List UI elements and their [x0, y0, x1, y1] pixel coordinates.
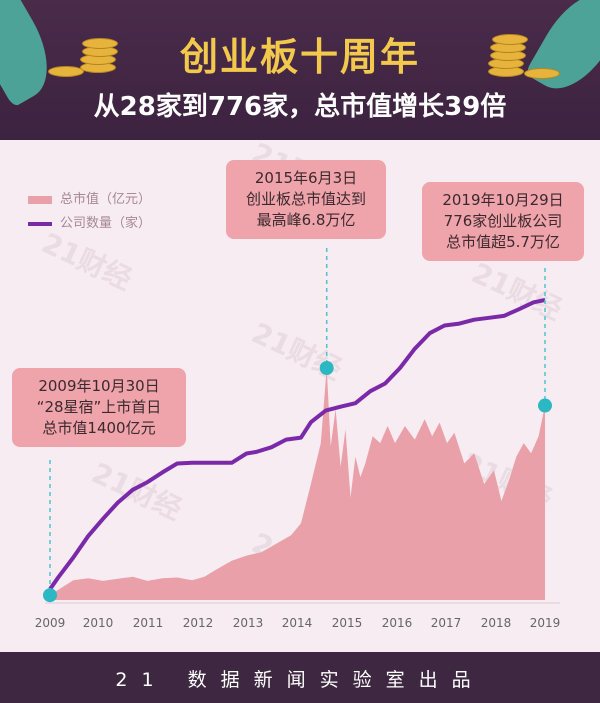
legend-label-market-cap: 总市值（亿元） — [60, 192, 152, 207]
company-count-line — [48, 298, 546, 591]
callout-start-line: “28星宿”上市首日 — [36, 398, 162, 416]
legend-swatch-company-count — [28, 221, 52, 226]
x-tick-label: 2012 — [182, 616, 214, 630]
legend-company-count: 公司数量（家） — [28, 212, 151, 231]
callout-start: 2009年10月30日 “28星宿”上市首日 总市值1400亿元 — [12, 368, 186, 447]
callout-peak-line: 最高峰6.8万亿 — [256, 211, 356, 229]
annotation-marker-start — [43, 588, 57, 603]
callout-start-line: 总市值1400亿元 — [42, 419, 156, 437]
x-tick-label: 2015 — [331, 616, 363, 630]
callout-latest: 2019年10月29日 776家创业板公司 总市值超5.7万亿 — [422, 182, 584, 261]
x-tick-label: 2018 — [480, 616, 512, 630]
x-tick-label: 2019 — [529, 616, 561, 630]
page-title: 创业板十周年 — [179, 35, 420, 79]
market-cap-area — [50, 368, 545, 600]
legend-swatch-market-cap — [28, 195, 52, 204]
callout-peak-line: 创业板总市值达到 — [245, 190, 366, 208]
x-tick-label: 2017 — [430, 616, 462, 630]
x-tick-label: 2010 — [82, 616, 114, 630]
annotation-marker-latest — [538, 398, 552, 413]
page-subtitle: 从28家到776家，总市值增长39倍 — [93, 92, 507, 122]
annotation-marker-peak — [319, 361, 334, 375]
callout-latest-line: 776家创业板公司 — [443, 212, 563, 230]
callout-latest-line: 总市值超5.7万亿 — [446, 233, 560, 251]
x-tick-label: 2013 — [232, 616, 264, 630]
legend-market-cap: 总市值（亿元） — [28, 188, 151, 207]
callout-peak: 2015年6月3日 创业板总市值达到 最高峰6.8万亿 — [226, 160, 386, 239]
x-tick-label: 2014 — [281, 616, 313, 630]
x-tick-label: 2009 — [34, 616, 66, 630]
callout-start-line: 2009年10月30日 — [38, 377, 160, 395]
footer: 21 数据新闻实验室出品 — [0, 652, 600, 703]
x-tick-label: 2011 — [132, 616, 164, 630]
footer-credit: 21 数据新闻实验室出品 — [115, 669, 485, 691]
legend-label-company-count: 公司数量（家） — [60, 216, 152, 231]
x-tick-label: 2016 — [381, 616, 413, 630]
callout-peak-line: 2015年6月3日 — [254, 169, 358, 187]
callout-latest-line: 2019年10月29日 — [442, 191, 564, 209]
